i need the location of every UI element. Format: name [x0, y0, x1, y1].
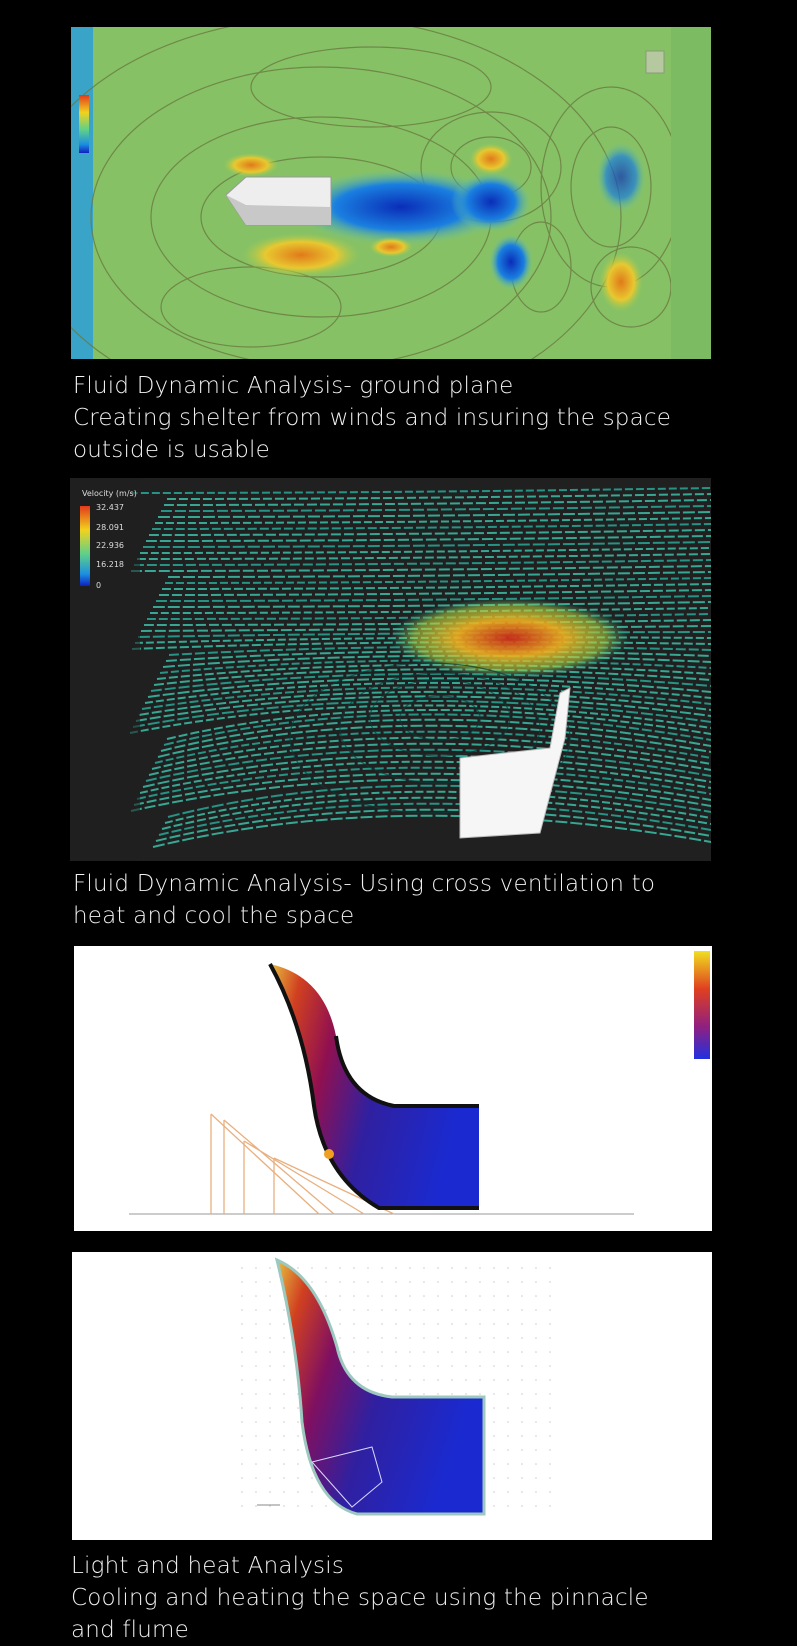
streamline — [152, 814, 711, 848]
legend-bar — [80, 506, 90, 586]
streamline — [142, 541, 711, 548]
high-pressure — [599, 252, 643, 312]
building — [459, 687, 571, 839]
streamline — [160, 505, 711, 512]
caption-line: Fluid Dynamic Analysis- Using cross vent… — [73, 871, 656, 897]
high-pressure — [369, 237, 413, 257]
legend-label: 22.936 — [96, 541, 124, 550]
streamline — [145, 748, 711, 782]
wake — [451, 172, 531, 232]
legend-label: 28.091 — [96, 523, 124, 532]
legend-bar — [79, 95, 89, 153]
building-outline — [268, 963, 479, 1210]
caption-line: Cooling and heating the space using the … — [71, 1585, 649, 1611]
streamline — [135, 695, 711, 722]
heat-field — [274, 1257, 486, 1516]
building-shade — [226, 195, 331, 225]
streamline — [129, 704, 711, 734]
streamline — [161, 583, 711, 590]
high-pressure — [469, 143, 513, 175]
cfd-ground-plane — [71, 27, 711, 359]
streamline — [132, 699, 711, 728]
caption-line: Fluid Dynamic Analysis- ground plane — [73, 373, 514, 399]
streamline — [157, 511, 711, 518]
streamline — [136, 553, 711, 560]
streamline — [154, 730, 711, 764]
legend-label: 32.437 — [96, 503, 124, 512]
vortex — [289, 662, 571, 814]
streamline — [152, 601, 711, 608]
streamline — [166, 493, 711, 500]
streamline — [133, 559, 711, 566]
caption: Fluid Dynamic Analysis- Using cross vent… — [73, 868, 655, 932]
streamline — [163, 499, 711, 506]
streamline — [139, 547, 711, 554]
streamline — [133, 772, 711, 806]
wake — [489, 234, 533, 290]
high-velocity — [390, 598, 630, 678]
caption-line: outside is usable — [73, 437, 270, 463]
caption-line: heat and cool the space — [73, 903, 355, 929]
streamline — [167, 784, 711, 818]
caption: Fluid Dynamic Analysis- ground plane Cre… — [73, 370, 671, 466]
wake — [596, 142, 646, 212]
caption-line: Light and heat Analysis — [71, 1553, 345, 1579]
caption: Light and heat Analysis Cooling and heat… — [71, 1550, 649, 1646]
streamline — [160, 718, 711, 752]
streamline — [167, 571, 711, 578]
streamline — [149, 607, 711, 614]
streamline — [138, 690, 711, 716]
streamline — [148, 529, 711, 536]
streamline — [151, 736, 711, 770]
streamline — [156, 663, 711, 680]
streamline — [141, 686, 711, 710]
streamline — [147, 677, 711, 698]
panel-button — [645, 50, 665, 74]
streamline — [154, 517, 711, 524]
sun-angles — [210, 1113, 395, 1215]
streamline — [136, 766, 711, 800]
building-outline — [334, 1035, 479, 1108]
streamline — [161, 796, 711, 830]
interior-outline — [311, 1446, 383, 1508]
streamline — [148, 742, 711, 776]
cfd-streamlines: Velocity (m/s) 32.437 28.091 22.936 16.2… — [70, 478, 711, 861]
caption-line: Creating shelter from winds and insuring… — [73, 405, 672, 431]
streamline — [158, 589, 711, 596]
streamline — [158, 802, 711, 836]
heat-section-2 — [72, 1252, 712, 1540]
streamline — [130, 565, 711, 572]
streamline — [142, 754, 711, 788]
streamline — [129, 487, 711, 494]
heat-field — [270, 964, 479, 1208]
streamline — [164, 577, 711, 584]
streamline — [164, 790, 711, 824]
legend-bar — [694, 951, 710, 1059]
sun-marker — [324, 1149, 334, 1159]
streamline — [151, 523, 711, 530]
streamline — [155, 595, 711, 602]
legend-label: 0 — [96, 581, 101, 590]
legend-title: Velocity (m/s) — [82, 489, 137, 498]
streamline — [163, 713, 711, 746]
streamline — [130, 778, 711, 812]
streamline — [153, 668, 711, 686]
right-margin — [671, 27, 711, 359]
edge — [71, 27, 93, 359]
high-pressure — [241, 233, 361, 277]
streamline — [157, 724, 711, 758]
streamline — [166, 708, 711, 740]
heat-section — [74, 946, 712, 1231]
caption-line: and flume — [71, 1617, 190, 1643]
legend-label: 16.218 — [96, 560, 124, 569]
high-pressure — [223, 153, 279, 177]
streamline — [155, 808, 711, 842]
streamline — [145, 535, 711, 542]
streamline — [150, 672, 711, 692]
streamline — [139, 760, 711, 794]
